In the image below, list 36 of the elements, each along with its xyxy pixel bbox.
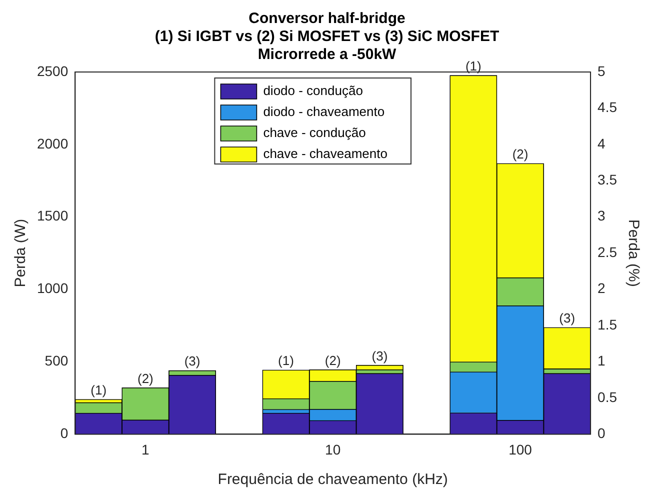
y2-axis-title: Perda (%) <box>624 219 642 287</box>
legend-label: chave - condução <box>263 125 366 140</box>
y-tick-label: 500 <box>44 352 68 369</box>
annotation: (3) <box>559 310 576 326</box>
y2-tick-label: 5 <box>598 62 606 79</box>
y2-tick-label: 0 <box>598 425 606 442</box>
chart-title: Conversor half-bridge <box>248 10 406 28</box>
annotation: (3) <box>372 348 388 364</box>
x-tick-label: 1 <box>142 441 150 458</box>
y2-tick-label: 3.5 <box>598 172 618 188</box>
y-axis-title: Perda (W) <box>12 218 30 288</box>
annotation: (2) <box>137 370 154 386</box>
y-tick-label: 1500 <box>36 208 68 224</box>
annotation: (3) <box>184 354 200 369</box>
y-tick-label: 2500 <box>36 62 68 79</box>
annotation: (2) <box>324 352 341 368</box>
y2-tick-label: 3 <box>598 208 606 224</box>
y-tick-label: 2000 <box>36 135 68 152</box>
annotation: (1) <box>90 382 107 398</box>
x-axis-title: Frequência de chaveamento (kHz) <box>218 471 448 488</box>
x-tick-label: 100 <box>508 441 532 458</box>
y2-tick-label: 0.5 <box>598 388 618 405</box>
y-tick-label: 1000 <box>36 280 68 296</box>
annotation: (1) <box>278 353 294 368</box>
y-tick-label: 0 <box>60 425 68 442</box>
legend-label: diodo - condução <box>263 83 363 98</box>
y2-tick-label: 2.5 <box>598 244 618 260</box>
legend-label: diodo - chaveamento <box>263 104 385 120</box>
annotation: (2) <box>512 146 528 162</box>
y2-tick-label: 1 <box>598 352 606 369</box>
y2-tick-label: 4 <box>598 135 606 152</box>
y2-tick-label: 2 <box>598 280 606 296</box>
legend-label: chave - chaveamento <box>263 146 388 162</box>
y2-tick-label: 4.5 <box>598 99 618 116</box>
x-tick-label: 10 <box>325 441 341 458</box>
y2-tick-label: 1.5 <box>598 316 618 332</box>
